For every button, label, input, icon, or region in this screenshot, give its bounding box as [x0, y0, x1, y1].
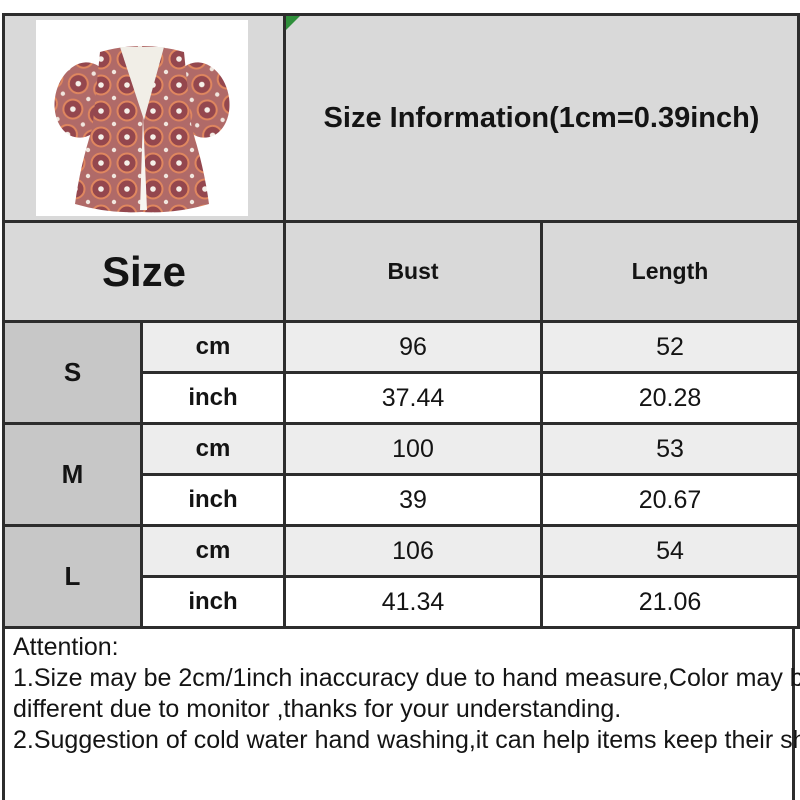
table-row-m-inch: inch 39 20.67 — [4, 473, 800, 527]
size-table: Size Information(1cm=0.39inch) Size Bust… — [2, 13, 800, 629]
table-row-l-inch: inch 41.34 21.06 — [4, 575, 800, 629]
length-value: 20.28 — [539, 371, 800, 425]
bust-value: 100 — [283, 422, 543, 476]
product-image-cell — [2, 13, 286, 223]
unit-label: cm — [140, 422, 286, 476]
bust-value: 41.34 — [283, 575, 543, 629]
table-row-s-cm: S cm 96 52 — [2, 320, 800, 425]
length-column-header: Length — [539, 220, 800, 323]
size-column-header: Size — [2, 220, 286, 323]
size-label-s: S — [2, 320, 143, 425]
corner-flag-icon — [287, 17, 300, 30]
unit-label: cm — [140, 320, 286, 374]
table-row-m-cm: M cm 100 53 — [2, 422, 800, 527]
unit-label: inch — [140, 371, 286, 425]
bust-column-header: Bust — [283, 220, 543, 323]
product-photo — [36, 20, 248, 216]
bust-value: 96 — [283, 320, 543, 374]
attention-line: 1.Size may be 2cm/1inch inaccuracy due t… — [13, 664, 800, 692]
bust-value: 39 — [283, 473, 543, 527]
bust-value: 37.44 — [283, 371, 543, 425]
length-value: 53 — [539, 422, 800, 476]
bust-value: 106 — [283, 524, 543, 578]
banner-row: Size Information(1cm=0.39inch) — [2, 13, 800, 223]
attention-line: different due to monitor ,thanks for you… — [13, 695, 622, 723]
attention-heading: Attention: — [13, 633, 119, 661]
table-row-l-cm: L cm 106 54 — [2, 524, 800, 629]
table-row-s-inch: inch 37.44 20.28 — [4, 371, 800, 425]
size-label-m: M — [2, 422, 143, 527]
size-label-l: L — [2, 524, 143, 629]
table-header-row: Size Bust Length — [2, 220, 800, 323]
banner-title-cell: Size Information(1cm=0.39inch) — [282, 13, 800, 223]
banner-title: Size Information(1cm=0.39inch) — [323, 101, 760, 134]
attention-line: 2.Suggestion of cold water hand washing,… — [13, 726, 800, 754]
unit-label: inch — [140, 575, 286, 629]
length-value: 20.67 — [539, 473, 800, 527]
length-value: 52 — [539, 320, 800, 374]
unit-label: inch — [140, 473, 286, 527]
blouse-image — [36, 20, 248, 216]
length-value: 54 — [539, 524, 800, 578]
attention-box: Attention: 1.Size may be 2cm/1inch inacc… — [2, 626, 800, 800]
unit-label: cm — [140, 524, 286, 578]
length-value: 21.06 — [539, 575, 800, 629]
size-chart-sheet: Size Information(1cm=0.39inch) Size Bust… — [2, 13, 800, 800]
